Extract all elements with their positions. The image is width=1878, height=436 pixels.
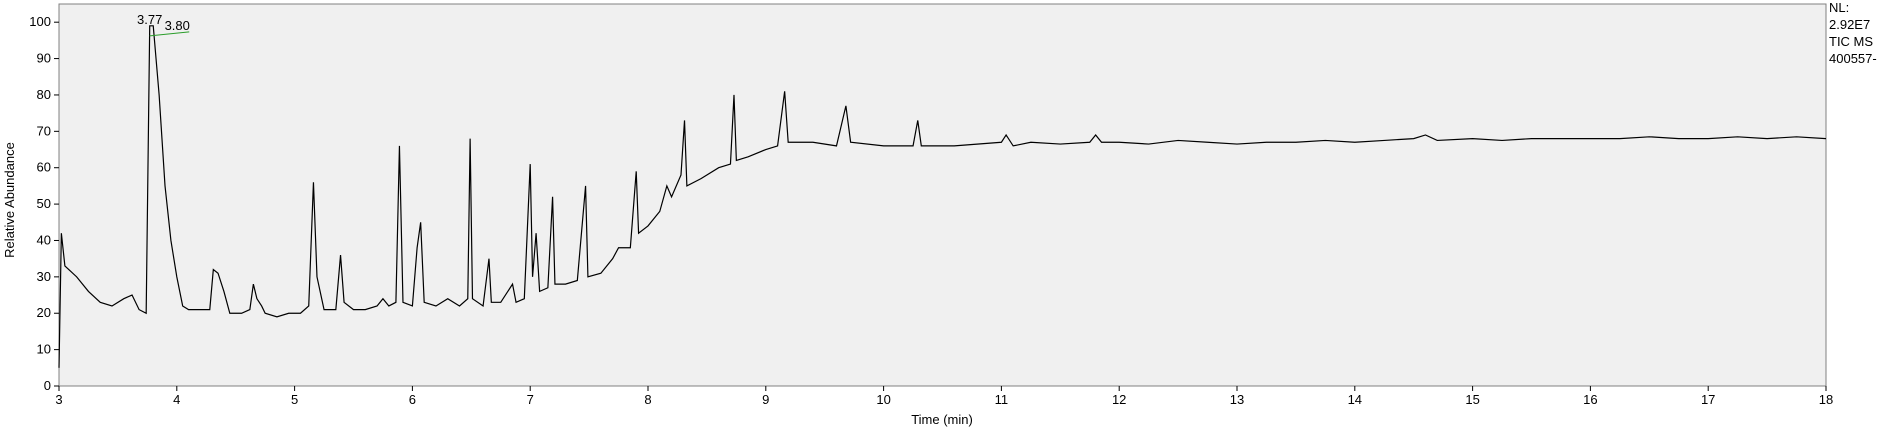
y-tick-label: 50 — [37, 196, 51, 211]
x-tick-label: 15 — [1465, 392, 1479, 407]
x-tick-label: 10 — [876, 392, 890, 407]
y-tick-label: 90 — [37, 51, 51, 66]
y-tick-label: 30 — [37, 269, 51, 284]
x-tick-label: 13 — [1230, 392, 1244, 407]
peak-label: 3.77 — [137, 12, 162, 27]
info-text: 400557- — [1829, 51, 1877, 66]
x-tick-label: 17 — [1701, 392, 1715, 407]
peak-label: 3.80 — [165, 18, 190, 33]
y-tick-label: 0 — [44, 378, 51, 393]
info-text: 2.92E7 — [1829, 17, 1870, 32]
info-text: TIC MS — [1829, 34, 1873, 49]
info-text: NL: — [1829, 0, 1849, 15]
y-tick-label: 60 — [37, 160, 51, 175]
y-tick-label: 70 — [37, 123, 51, 138]
y-axis-title: Relative Abundance — [2, 142, 17, 258]
x-tick-label: 8 — [644, 392, 651, 407]
peak-marker — [149, 31, 190, 37]
x-tick-label: 5 — [291, 392, 298, 407]
x-tick-label: 9 — [762, 392, 769, 407]
y-tick-label: 20 — [37, 305, 51, 320]
x-tick-label: 7 — [527, 392, 534, 407]
y-tick-label: 80 — [37, 87, 51, 102]
y-tick-label: 40 — [37, 232, 51, 247]
x-tick-label: 4 — [173, 392, 180, 407]
plot-area — [58, 3, 1827, 387]
x-tick-label: 18 — [1819, 392, 1833, 407]
x-tick-label: 14 — [1348, 392, 1362, 407]
x-tick-label: 11 — [995, 392, 1009, 407]
x-tick-label: 12 — [1112, 392, 1126, 407]
trace — [58, 25, 1827, 368]
y-tick-label: 100 — [29, 14, 51, 29]
x-tick-label: 3 — [55, 392, 62, 407]
x-tick-label: 16 — [1583, 392, 1597, 407]
x-axis-title: Time (min) — [911, 412, 973, 427]
x-tick-label: 6 — [409, 392, 416, 407]
y-tick-label: 10 — [37, 342, 51, 357]
